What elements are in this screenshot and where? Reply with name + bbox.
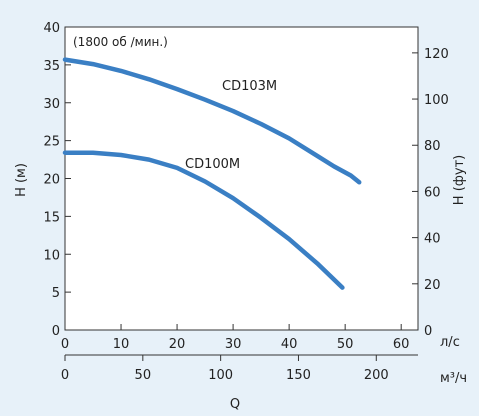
series-line-cd100m	[62, 150, 345, 290]
left-tick-label: 30	[43, 97, 60, 112]
series-line-cd103m	[62, 57, 362, 185]
left-axis: 0 5 10 15 20 25 30 35 40	[43, 21, 71, 339]
x-bottom-unit: м³/ч	[440, 371, 467, 386]
y-left-label: H (м)	[14, 163, 29, 197]
left-tick-label: 20	[43, 173, 60, 188]
bottom-tick-label: 200	[364, 368, 389, 383]
left-tick-label: 15	[43, 210, 60, 225]
plot-area	[64, 26, 419, 331]
right-tick-label: 80	[424, 139, 441, 154]
left-tick-label: 25	[43, 135, 60, 150]
left-tick-label: 40	[43, 21, 60, 36]
top-tick-label: 20	[169, 337, 186, 352]
left-tick-label: 10	[43, 248, 60, 263]
left-tick-label: 0	[52, 324, 60, 339]
top-tick-label: 10	[113, 337, 130, 352]
right-tick-label: 0	[424, 324, 432, 339]
series-label-cd103m: CD103M	[222, 79, 277, 94]
flow-m3h-axis: 0 50 100 150 200	[61, 354, 418, 383]
right-tick-label: 40	[424, 232, 441, 247]
top-tick-label: 0	[61, 337, 69, 352]
top-tick-label: 40	[281, 337, 298, 352]
left-tick-label: 5	[52, 286, 60, 301]
bottom-tick-label: 100	[208, 368, 233, 383]
x-axis-label: Q	[230, 397, 240, 412]
right-tick-label: 60	[424, 185, 441, 200]
top-tick-label: 60	[393, 337, 410, 352]
bottom-tick-label: 0	[61, 368, 69, 383]
rpm-note: (1800 об /мин.)	[73, 35, 168, 49]
y-right-label: H (фут)	[452, 155, 467, 205]
right-axis: 0 20 40 60 80 100 120	[412, 47, 449, 339]
right-tick-label: 20	[424, 278, 441, 293]
top-tick-label: 30	[225, 337, 242, 352]
top-tick-label: 50	[337, 337, 354, 352]
bottom-tick-label: 150	[286, 368, 311, 383]
series-lines	[62, 57, 362, 290]
flow-ls-axis: 0 10 20 30 40 50 60	[61, 324, 410, 352]
left-tick-label: 35	[43, 59, 60, 74]
x-top-unit: л/с	[440, 335, 460, 350]
right-tick-label: 120	[424, 47, 449, 62]
bottom-tick-label: 50	[135, 368, 152, 383]
series-label-cd100m: CD100M	[185, 157, 240, 172]
right-tick-label: 100	[424, 93, 449, 108]
